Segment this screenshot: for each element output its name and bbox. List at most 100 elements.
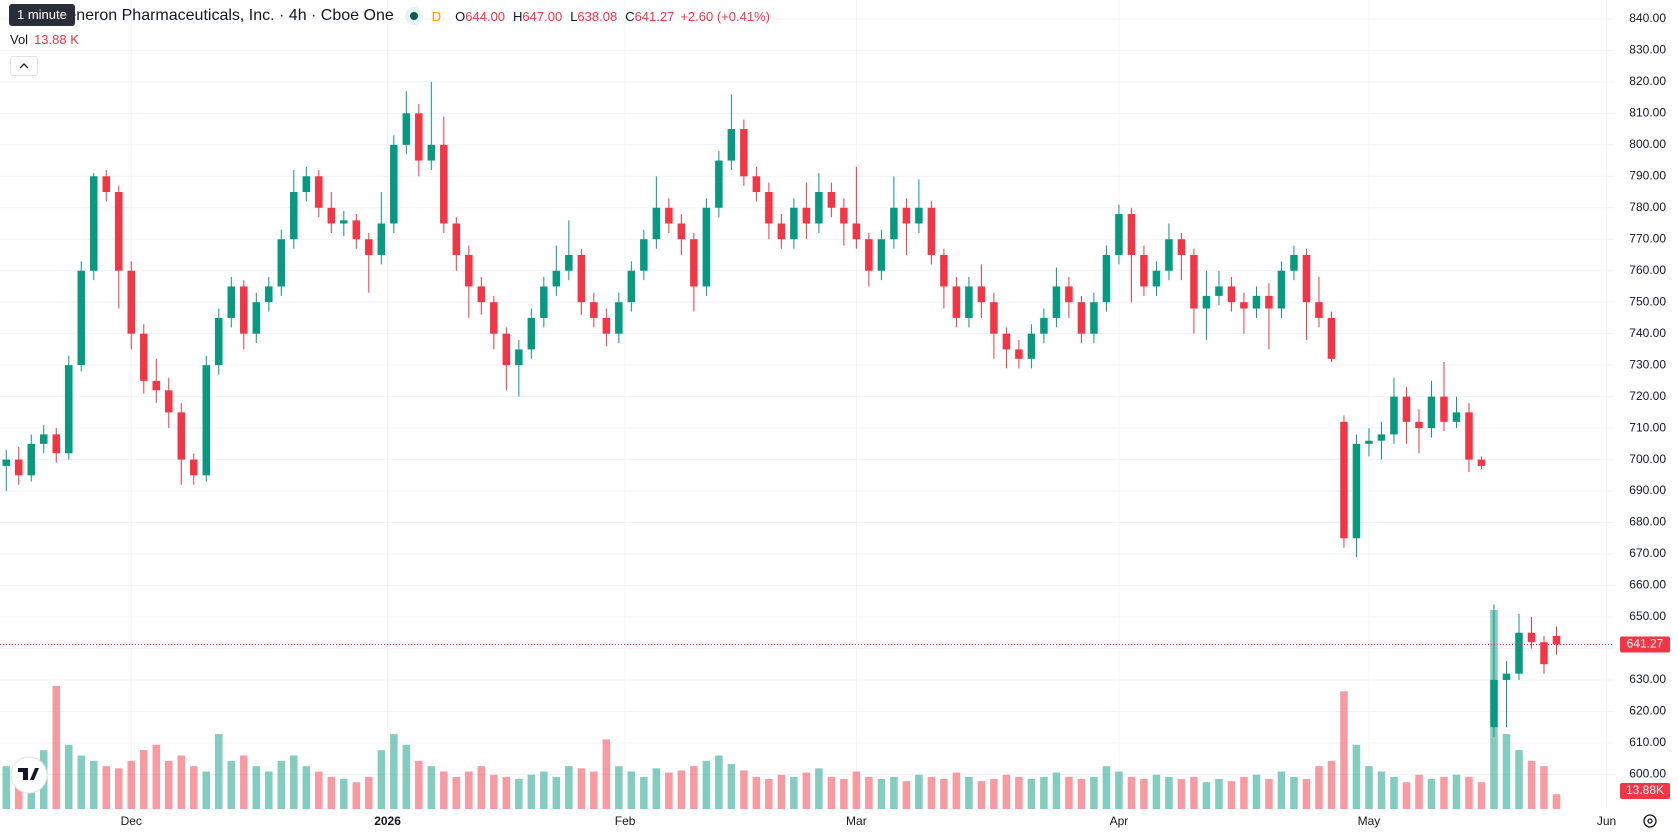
- volume-bar: [827, 776, 836, 809]
- candle-body: [2, 459, 11, 466]
- volume-bar: [1440, 776, 1448, 809]
- volume-bar: [1040, 776, 1048, 809]
- candle-body: [927, 207, 936, 255]
- candle-body: [465, 254, 473, 287]
- candle-body: [852, 223, 861, 240]
- candle-body: [752, 176, 761, 193]
- candle-body: [177, 412, 186, 460]
- candle-body: [1127, 214, 1136, 255]
- candle-body: [1290, 254, 1298, 271]
- y-tick-label: 620.00: [1629, 704, 1666, 718]
- symbol-title[interactable]: Regeneron Pharmaceuticals, Inc. · 4h · C…: [38, 7, 394, 24]
- candle-body: [865, 239, 873, 271]
- volume-bar: [1427, 779, 1436, 809]
- volume-bar: [890, 776, 898, 809]
- x-tick-label: Feb: [615, 814, 636, 828]
- tv-logo[interactable]: [10, 756, 48, 794]
- candle-body: [1090, 302, 1098, 334]
- candle-body: [1277, 270, 1286, 309]
- candle-body: [1327, 317, 1336, 359]
- y-tick-label: 750.00: [1629, 294, 1666, 308]
- volume-bar: [1177, 779, 1186, 809]
- volume-bar: [1227, 781, 1236, 809]
- volume-bar: [440, 771, 448, 809]
- tooltip: 1 minute: [9, 4, 75, 26]
- volume-bar: [2, 766, 11, 809]
- volume-bar: [1052, 772, 1061, 809]
- volume-legend: Vol 13.88 K: [10, 32, 79, 47]
- candle-body: [1177, 239, 1186, 255]
- legend-value: 638.08: [577, 8, 618, 24]
- volume-bar: [90, 760, 98, 809]
- candle-body: [1015, 349, 1023, 359]
- settings-icon[interactable]: [1643, 814, 1657, 828]
- candle-body: [140, 333, 148, 381]
- volume-bar: [1315, 766, 1323, 809]
- y-tick-label: 600.00: [1629, 767, 1666, 781]
- volume-bar: [1477, 782, 1486, 809]
- candle-body: [215, 317, 223, 366]
- volume-bars: [2, 609, 1561, 809]
- volume-bar: [840, 779, 848, 809]
- candle-body: [502, 333, 511, 366]
- candle-body: [1427, 396, 1436, 429]
- candle-body: [1315, 302, 1323, 318]
- volume-bar: [115, 768, 123, 809]
- candle-body: [315, 176, 323, 208]
- y-tick-label: 650.00: [1629, 609, 1666, 623]
- candle-body: [1115, 214, 1123, 255]
- candle-body: [290, 192, 298, 240]
- volume-bar: [127, 760, 136, 809]
- volume-bar: [927, 776, 936, 809]
- volume-label: Vol: [10, 32, 29, 47]
- volume-bar: [940, 779, 948, 809]
- volume-bar: [1377, 771, 1386, 809]
- candle-body: [415, 113, 423, 161]
- last-price-label: 641.27: [1627, 637, 1664, 651]
- candle-body: [890, 207, 898, 240]
- candle-body: [102, 176, 111, 193]
- candle-body: [615, 302, 623, 334]
- candle-body: [65, 365, 73, 454]
- candle-body: [327, 207, 336, 224]
- market-badge: D: [431, 8, 442, 24]
- volume-bar: [740, 770, 748, 809]
- candle-body: [1240, 302, 1248, 309]
- volume-bar: [265, 771, 273, 809]
- candle-body: [765, 192, 773, 224]
- volume-bar: [315, 771, 323, 809]
- volume-bar: [1202, 782, 1211, 809]
- candle-body: [627, 270, 636, 303]
- candle-body: [77, 270, 86, 366]
- candle-body: [1040, 317, 1048, 334]
- y-tick-label: 830.00: [1629, 43, 1666, 57]
- volume-bar: [1352, 744, 1361, 809]
- candle-body: [877, 239, 886, 271]
- candle-body: [227, 286, 236, 318]
- candle-body: [1302, 254, 1311, 303]
- candle-body: [1540, 642, 1548, 665]
- collapse-button[interactable]: [10, 56, 38, 76]
- y-tick-label: 740.00: [1629, 326, 1666, 340]
- legend-key: H: [513, 8, 523, 24]
- volume-bar: [352, 782, 361, 809]
- volume-bar: [1027, 779, 1036, 809]
- volume-bar: [190, 766, 198, 809]
- candle-body: [352, 220, 361, 240]
- volume-bar: [602, 739, 611, 809]
- candle-body: [740, 129, 748, 177]
- candle-body: [702, 207, 711, 287]
- candle-body: [1440, 396, 1448, 422]
- volume-bar: [165, 760, 173, 809]
- legend-key: L: [570, 8, 578, 24]
- candle-body: [1077, 302, 1086, 334]
- candle-body: [827, 192, 836, 208]
- volume-bar: [1252, 774, 1261, 809]
- candle-body: [1052, 286, 1061, 318]
- volume-bar: [1077, 779, 1086, 809]
- y-tick-label: 670.00: [1629, 546, 1666, 560]
- volume-bar: [1240, 776, 1248, 809]
- y-tick-label: 700.00: [1629, 452, 1666, 466]
- candle-body: [965, 286, 973, 318]
